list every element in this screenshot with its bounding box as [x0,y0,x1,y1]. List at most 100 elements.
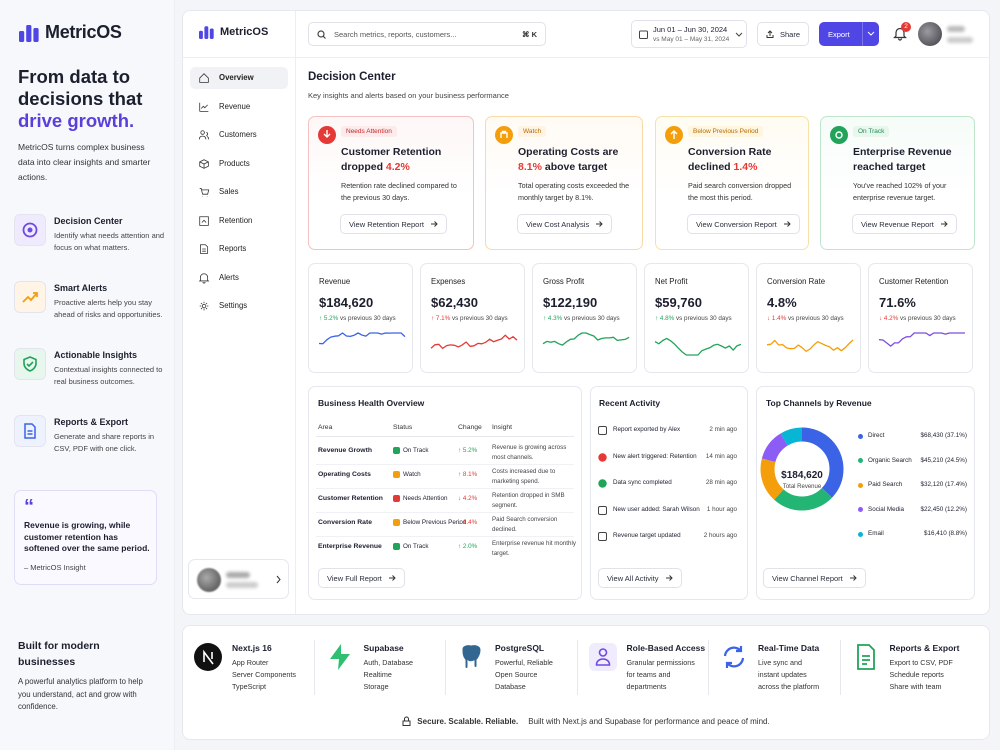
date-picker[interactable]: Jun 01 – Jun 30, 2024 vs May 01 – May 31,… [631,20,747,48]
stack-line: App Router [232,658,269,667]
date-range: Jun 01 – Jun 30, 2024 [653,25,728,34]
logo-icon [19,25,39,42]
nav-item[interactable]: Alerts [190,267,288,289]
panel-action[interactable]: View Full Report [318,568,405,588]
legend-value: $22,450 (12.2%) [920,505,967,513]
kpi-card: Customer Retention 71.6% ↓ 4.2% vs previou… [868,263,973,373]
column-header: Change [458,424,482,431]
arrow-icon [665,575,673,581]
search-icon [317,29,326,39]
shield [23,356,37,372]
target [22,222,38,238]
alert-action[interactable]: View Conversion Report [687,214,800,234]
button-label: View Retention Report [349,219,424,229]
legend-dot [858,433,863,439]
nav-item[interactable]: Sales [190,181,288,203]
nav-item[interactable]: Products [190,153,288,175]
user-role-blur [947,37,973,43]
feature-icon-box [14,415,46,447]
panel-title: Top Channels by Revenue [766,398,872,408]
nav-icon [199,158,209,169]
share-button[interactable]: Share [757,22,810,46]
arrow [596,221,603,227]
status-dot [393,447,400,454]
next-n [203,649,214,665]
stack-title: PostgreSQL [495,643,545,653]
stack-title: Role-Based Access [626,643,706,653]
donut-segment [760,427,844,511]
icon-glyph [323,130,331,138]
feature-title: Reports & Export [54,417,129,427]
nav-icon [199,102,209,112]
kpi-change-value: ↑ 4.8% [655,315,675,322]
nav-glyph [198,272,210,283]
sparkline [654,337,742,356]
donut-total-label: Total Revenue [782,484,822,490]
feature-title: Actionable Insights [54,350,138,360]
panel-action[interactable]: View Channel Report [763,568,866,588]
row-status: On Track [403,543,429,550]
legend-value: $68,430 (37.1%) [920,432,967,439]
sparkline-path [542,332,630,346]
activity-panel [590,386,748,600]
alert-title-text: Enterprise Revenue reached target [853,146,952,173]
row-insight: Revenue is growing across most channels. [492,444,567,461]
nav-item[interactable]: Retention [190,210,288,232]
arrow [849,575,857,581]
status-dot [393,495,400,502]
nav-item[interactable]: Overview [190,67,288,89]
row-insight: Costs increased due to marketing spend. [492,468,556,485]
nav-label: Reports [219,244,247,253]
search-box[interactable]: Search metrics, reports, customers... ⌘ K [308,22,546,46]
nav-label: Products [219,158,250,168]
chev [276,575,281,584]
activity-glyph [598,479,607,488]
kpi-label: Customer Retention [879,277,949,286]
share-label: Share [780,29,801,39]
button-label: View Cost Analysis [526,219,590,229]
sparkline [542,332,630,346]
panel-action[interactable]: View All Activity [598,568,682,588]
sparkline [318,332,406,345]
feature-icon [23,356,37,372]
alert-action[interactable]: View Revenue Report [852,214,957,234]
alert-action[interactable]: View Cost Analysis [517,214,613,234]
share-icon [766,30,774,38]
stack-line: for teams and [626,670,671,679]
stack-icon [194,643,222,671]
kpi-label: Revenue [319,277,351,286]
logo-bar [204,26,209,39]
stack-line: instant updates [758,670,807,679]
activity-glyph [598,532,607,541]
activity-icon [598,532,607,541]
kpi-compare: vs previous 30 days [340,315,396,322]
donut-total: $184,620 [781,470,823,481]
row-rule [316,536,574,537]
kpi-change-value: ↓ 1.4% [767,315,787,322]
activity-time: 2 hours ago [703,532,737,539]
user-card[interactable] [188,559,289,599]
alert-icon [495,126,513,144]
stack-divider [445,640,446,695]
row-rule [316,464,574,465]
stack-line: Storage [363,682,389,691]
stack-line: Server Components [232,670,296,679]
user-name-blur [226,572,250,578]
avatar [918,22,942,46]
stack-line: Share with team [889,682,942,691]
nav-item[interactable]: Revenue [190,96,288,118]
nav-item[interactable]: Reports [190,238,288,260]
legend-dot [858,482,863,488]
icon-glyph [500,130,508,138]
arrow [783,221,791,227]
nav-item[interactable]: Settings [190,295,288,317]
nav-item[interactable]: Customers [190,124,288,146]
kpi-compare: vs previous 30 days [452,315,508,322]
alert-title: Customer Retention dropped 4.2% [341,145,463,175]
export-button[interactable]: Export [819,22,879,46]
arrow [430,221,438,227]
legend-value: $32,120 (17.4%) [920,481,967,489]
icon-glyph [835,131,843,139]
nav-glyph [199,73,209,83]
alert-action[interactable]: View Retention Report [340,214,447,234]
